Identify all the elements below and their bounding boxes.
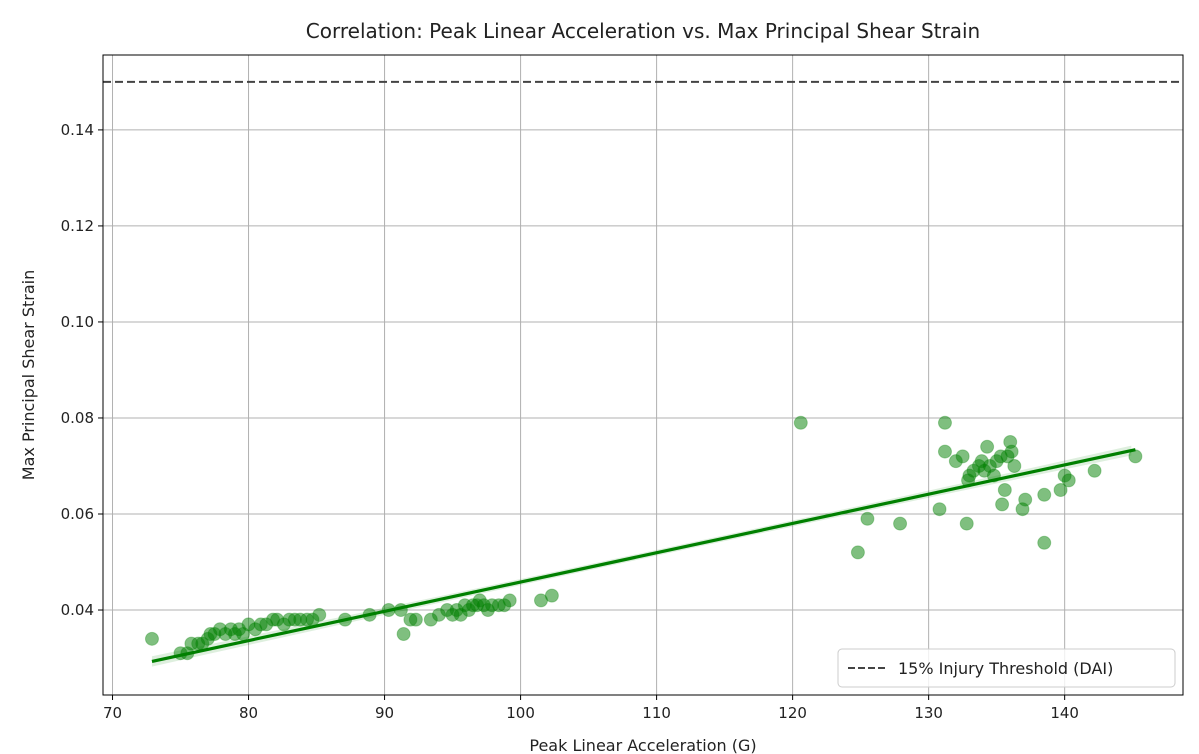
legend-label-threshold: 15% Injury Threshold (DAI)	[898, 659, 1113, 678]
x-tick-label: 80	[239, 704, 258, 722]
y-tick-label: 0.08	[61, 409, 94, 427]
data-point	[955, 449, 970, 464]
data-point	[980, 439, 995, 454]
x-tick-label: 120	[778, 704, 807, 722]
x-axis-label: Peak Linear Acceleration (G)	[529, 736, 756, 754]
y-tick-label: 0.14	[61, 121, 94, 139]
x-tick-label: 90	[375, 704, 394, 722]
grid	[103, 55, 1183, 695]
x-tick-label: 70	[103, 704, 122, 722]
data-point	[937, 444, 952, 459]
y-axis-label: Max Principal Shear Strain	[19, 270, 38, 480]
data-point	[1007, 458, 1022, 473]
y-tick-label: 0.10	[61, 313, 94, 331]
x-tick-label: 140	[1050, 704, 1079, 722]
data-point	[144, 631, 159, 646]
data-point	[959, 516, 974, 531]
chart-title: Correlation: Peak Linear Acceleration vs…	[306, 19, 980, 43]
data-point	[1087, 463, 1102, 478]
data-point	[997, 482, 1012, 497]
data-point	[1004, 444, 1019, 459]
x-tick-label: 100	[506, 704, 535, 722]
data-point	[544, 588, 559, 603]
data-point	[1061, 473, 1076, 488]
ticks: 70 80 90 100 110 120 130 140 0.04 0.06 0.08 0.10 0.1…	[61, 121, 1079, 722]
data-point	[860, 511, 875, 526]
data-points	[144, 415, 1143, 661]
data-point	[937, 415, 952, 430]
data-point	[893, 516, 908, 531]
regression-line	[151, 448, 1136, 663]
lines	[103, 80, 1183, 663]
data-point	[1018, 492, 1033, 507]
data-point	[932, 502, 947, 517]
data-point	[1037, 535, 1052, 550]
data-point	[312, 607, 327, 622]
legend-box	[837, 648, 1176, 688]
data-point	[793, 415, 808, 430]
legend: 15% Injury Threshold (DAI)	[837, 648, 1176, 688]
data-point	[408, 612, 423, 627]
data-point	[850, 545, 865, 560]
y-tick-label: 0.12	[61, 217, 94, 235]
x-tick-label: 130	[914, 704, 943, 722]
y-tick-label: 0.06	[61, 505, 94, 523]
data-point	[995, 497, 1010, 512]
data-point	[1037, 487, 1052, 502]
plot-frame	[102, 54, 1184, 696]
data-point	[502, 593, 517, 608]
y-tick-label: 0.04	[61, 601, 94, 619]
x-tick-label: 110	[642, 704, 671, 722]
data-point	[1053, 482, 1068, 497]
data-point	[396, 627, 411, 642]
